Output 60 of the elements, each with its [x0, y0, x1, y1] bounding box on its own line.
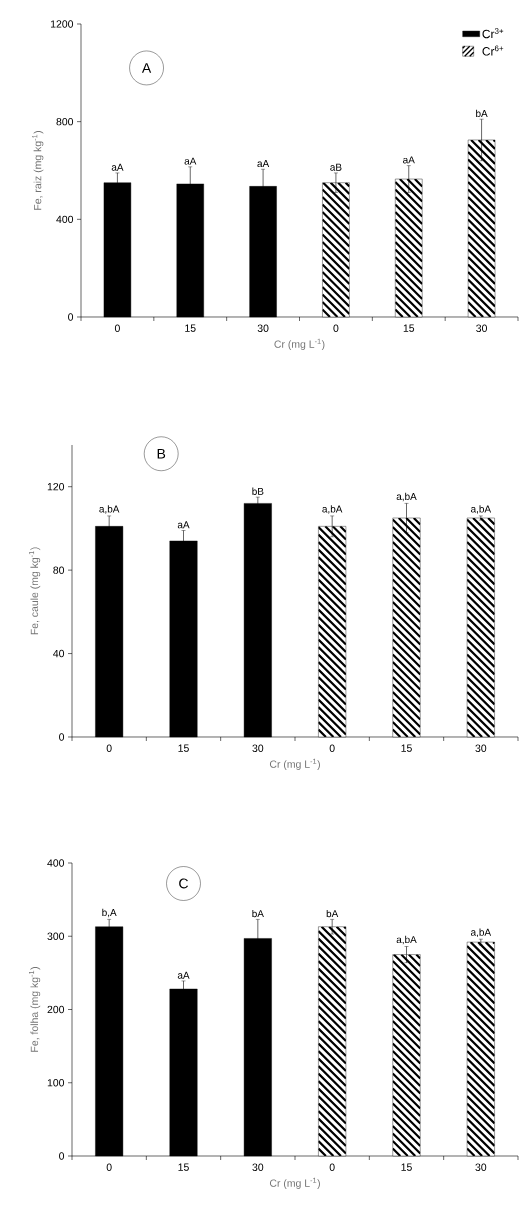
y-tick-label: 200 [47, 1005, 65, 1014]
data-label: a,bA [471, 505, 492, 514]
annotation: C [179, 878, 189, 889]
x-tick-label: 30 [252, 1163, 264, 1171]
x-tick-label: 30 [252, 744, 264, 752]
y-axis-title: Fe, caule (mg kg$^{-1}$) [29, 547, 41, 635]
x-tick-label: 15 [185, 324, 196, 332]
annotation: A [141, 63, 152, 73]
data-label: aA [257, 160, 270, 168]
data-label: aB [330, 163, 342, 171]
legend-label: Cr$^{3+}$ [482, 28, 504, 39]
y-tick-label: 0 [59, 733, 65, 741]
x-tick-label: 30 [257, 324, 269, 332]
data-label: aA [177, 971, 190, 979]
data-label: a,bA [396, 935, 417, 945]
x-tick-label: 15 [401, 744, 412, 752]
y-tick-label: 0 [59, 1152, 65, 1160]
data-label: a,bA [322, 505, 343, 514]
data-label: b,A [102, 908, 117, 918]
legend-label: Cr$^{6+}$ [482, 45, 504, 56]
x-tick-label: 0 [106, 1163, 112, 1171]
x-tick-label: 30 [476, 324, 487, 332]
y-tick-label: 40 [53, 649, 65, 658]
data-label: a,bA [99, 505, 120, 514]
y-tick-label: 0 [68, 313, 74, 321]
x-tick-label: 15 [178, 744, 189, 752]
x-tick-label: 0 [329, 1163, 335, 1171]
y-tick-label: 800 [56, 117, 74, 126]
x-tick-label: 0 [106, 744, 112, 752]
data-label: bA [326, 909, 339, 918]
y-tick-label: 80 [53, 566, 65, 574]
x-tick-label: 0 [333, 324, 339, 332]
data-label: aA [177, 521, 190, 529]
y-tick-label: 400 [47, 859, 65, 867]
y-tick-label: 1200 [51, 20, 74, 28]
y-tick-label: 300 [47, 932, 65, 940]
y-tick-label: 400 [56, 215, 74, 224]
y-tick-label: 100 [47, 1079, 65, 1087]
x-tick-label: 0 [114, 324, 120, 332]
data-label: aA [184, 157, 197, 165]
data-label: a,bA [471, 928, 492, 937]
y-axis-title: Fe, folha (mg kg$^{-1}$) [29, 967, 41, 1052]
x-tick-label: 15 [178, 1163, 189, 1171]
data-label: aA [111, 163, 124, 171]
data-label: bA [252, 909, 264, 918]
data-label: aA [403, 156, 415, 164]
x-axis-title: Cr (mg L$^{-1}$) [269, 758, 320, 770]
x-axis-title: Cr (mg L$^{-1}$) [274, 338, 325, 350]
x-tick-label: 30 [475, 744, 487, 752]
annotation: B [157, 448, 166, 459]
x-axis-title: Cr (mg L$^{-1}$) [269, 1177, 320, 1189]
y-tick-label: 120 [47, 483, 65, 491]
data-label: a,bA [396, 492, 417, 502]
x-tick-label: 15 [401, 1163, 412, 1171]
x-tick-label: 0 [329, 744, 335, 752]
x-tick-label: 30 [475, 1163, 487, 1171]
x-tick-label: 15 [403, 324, 415, 332]
data-label: bB [252, 487, 264, 495]
data-label: bA [476, 109, 488, 118]
y-axis-title: Fe, raiz (mg kg$^{-1}$) [32, 131, 44, 210]
